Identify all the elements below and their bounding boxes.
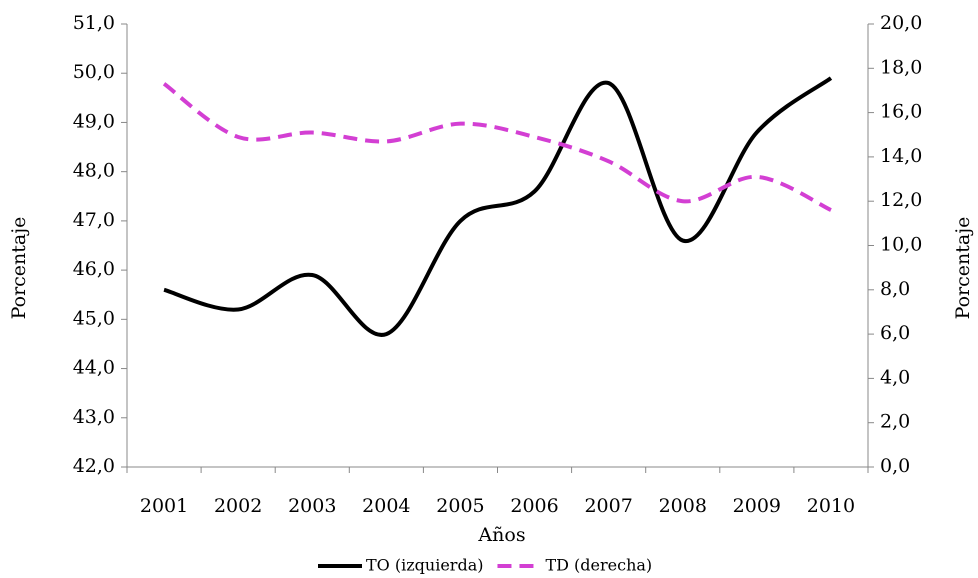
- y-tick-label: 51,0: [73, 12, 115, 34]
- y-tick-label: 49,0: [73, 110, 115, 132]
- y2-tick-label: 8,0: [880, 278, 910, 300]
- x-tick-label: 2006: [510, 495, 558, 517]
- y2-tick-label: 6,0: [880, 322, 910, 344]
- series-line: [162, 82, 832, 212]
- x-axis-title: Años: [477, 524, 525, 546]
- y2-axis-title: Porcentaje: [952, 217, 974, 320]
- series-line: [163, 76, 833, 337]
- y2-tick-label: 2,0: [880, 411, 910, 433]
- y2-tick-label: 10,0: [880, 234, 922, 256]
- y2-tick-label: 20,0: [880, 12, 922, 34]
- x-tick-label: 2007: [584, 495, 632, 517]
- x-tick-label: 2005: [436, 495, 484, 517]
- y2-tick-label: 0,0: [880, 455, 910, 477]
- y-tick-label: 48,0: [73, 160, 115, 182]
- x-tick-label: 2002: [214, 495, 262, 517]
- x-tick-label: 2008: [659, 495, 707, 517]
- y2-tick-label: 16,0: [880, 101, 922, 123]
- y2-tick-label: 12,0: [880, 189, 922, 211]
- x-tick-label: 2009: [733, 495, 781, 517]
- y-tick-label: 46,0: [73, 258, 115, 280]
- y-tick-label: 50,0: [73, 61, 115, 83]
- y-tick-label: 47,0: [73, 209, 115, 231]
- legend-label: TO (izquierda): [366, 556, 483, 575]
- y2-tick-label: 18,0: [880, 56, 922, 78]
- y2-tick-label: 14,0: [880, 145, 922, 167]
- y-tick-label: 42,0: [73, 455, 115, 477]
- x-tick-label: 2003: [288, 495, 336, 517]
- y-tick-label: 45,0: [73, 307, 115, 329]
- x-tick-label: 2010: [807, 495, 855, 517]
- legend-label: TD (derecha): [545, 556, 652, 575]
- x-tick-label: 2004: [362, 495, 410, 517]
- y2-tick-label: 4,0: [880, 366, 910, 388]
- x-tick-label: 2001: [140, 495, 188, 517]
- y-tick-label: 43,0: [73, 406, 115, 428]
- y-axis-title: Porcentaje: [8, 217, 30, 320]
- y-tick-label: 44,0: [73, 357, 115, 379]
